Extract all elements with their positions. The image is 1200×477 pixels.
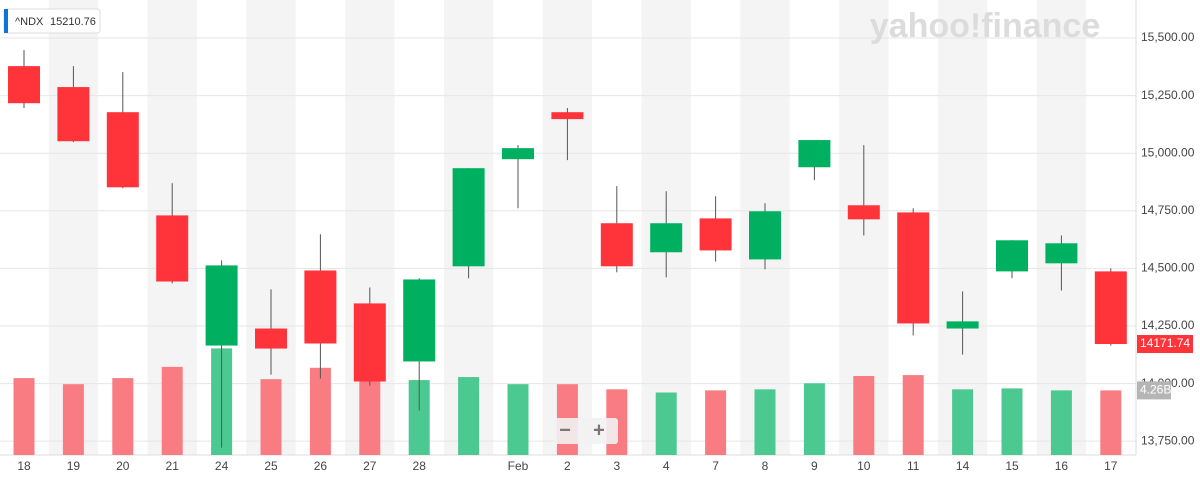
x-tick-label: 28 xyxy=(413,459,427,473)
candle-body xyxy=(749,211,781,260)
volume-bar xyxy=(62,384,84,455)
x-tick-label: 8 xyxy=(762,459,769,473)
x-tick-label: 2 xyxy=(564,459,571,473)
watermark: yahoo!finance xyxy=(870,7,1100,45)
volume-bar xyxy=(309,367,331,455)
zoom-in-button[interactable]: + xyxy=(593,419,605,441)
volume-bar xyxy=(161,366,183,455)
x-tick-label: 20 xyxy=(116,459,130,473)
x-tick-label: 26 xyxy=(314,459,328,473)
column-band xyxy=(937,0,988,455)
candle-body xyxy=(798,140,831,168)
volume-bar xyxy=(408,380,430,455)
candle-body xyxy=(57,87,90,142)
candle-body xyxy=(452,168,485,267)
candle-body xyxy=(353,303,386,382)
x-tick-label: 21 xyxy=(166,459,180,473)
x-tick-label: 4 xyxy=(663,459,670,473)
x-tick-label: 14 xyxy=(956,459,970,473)
candle-body xyxy=(1094,271,1127,345)
x-tick-label: 18 xyxy=(17,459,31,473)
candle-body xyxy=(156,215,189,282)
y-tick-label: 14,250.00 xyxy=(1141,318,1195,332)
candle-body xyxy=(600,223,633,267)
column-band xyxy=(542,0,593,455)
x-tick-label: 16 xyxy=(1055,459,1069,473)
candle-body xyxy=(551,112,584,120)
volume-bar xyxy=(13,378,35,455)
volume-bar xyxy=(853,375,875,455)
candle-body xyxy=(205,265,238,346)
candle-body xyxy=(699,218,732,251)
x-tick-label: 19 xyxy=(67,459,81,473)
x-tick-label: 9 xyxy=(811,459,818,473)
volume-bar xyxy=(754,389,776,455)
y-tick-label: 15,000.00 xyxy=(1141,145,1195,159)
x-tick-label: 15 xyxy=(1005,459,1019,473)
plot xyxy=(8,49,1127,455)
x-tick-label: 10 xyxy=(857,459,871,473)
volume-bar xyxy=(803,383,825,455)
volume-bar xyxy=(260,379,282,455)
volume-bar xyxy=(359,377,381,455)
volume-bar xyxy=(112,378,134,455)
x-tick-label: 7 xyxy=(712,459,719,473)
volume-bar xyxy=(902,375,924,455)
volume-bar xyxy=(1100,390,1122,455)
ticker-price: 15210.76 xyxy=(50,16,96,28)
x-tick-label: 27 xyxy=(363,459,377,473)
ticker-accent xyxy=(4,9,8,33)
x-tick-label: Feb xyxy=(508,459,529,473)
zoom-out-button[interactable]: − xyxy=(559,419,571,441)
y-tick-label: 14,500.00 xyxy=(1141,261,1195,275)
column-band xyxy=(1036,0,1087,455)
candle-body xyxy=(1045,243,1078,264)
y-tick-label: 15,500.00 xyxy=(1141,30,1195,44)
volume-marker-label: 4.26B xyxy=(1140,383,1171,397)
volume-bar xyxy=(1050,390,1072,455)
volume-bar xyxy=(705,390,727,455)
x-tick-label: 17 xyxy=(1104,459,1118,473)
ticker-symbol: ^NDX xyxy=(15,16,44,28)
volume-marker-box xyxy=(1137,381,1171,400)
candle-body xyxy=(403,279,436,362)
candle-body xyxy=(304,270,337,344)
volume-bar xyxy=(1001,388,1023,455)
candle-body xyxy=(996,240,1028,272)
candle-body xyxy=(502,148,534,160)
y-tick-label: 15,250.00 xyxy=(1141,88,1195,102)
candle-body xyxy=(946,321,979,329)
x-tick-label: 3 xyxy=(613,459,620,473)
y-tick-label: 13,750.00 xyxy=(1141,433,1195,447)
candle-body xyxy=(650,223,683,253)
y-tick-label: 14,750.00 xyxy=(1141,203,1195,217)
x-tick-label: 24 xyxy=(215,459,229,473)
candle-body xyxy=(8,66,40,104)
candle-body xyxy=(106,112,139,188)
candle-body xyxy=(847,205,880,220)
candle-body xyxy=(255,328,287,349)
candle-body xyxy=(897,212,930,324)
zoom-controls xyxy=(554,418,618,444)
volume-bar xyxy=(458,377,480,455)
volume-bar xyxy=(952,389,974,455)
volume-bar xyxy=(507,384,529,455)
x-tick-label: 25 xyxy=(264,459,278,473)
volume-bar xyxy=(655,392,677,455)
last-price-box xyxy=(1137,335,1193,354)
last-price-label: 14171.74 xyxy=(1140,336,1190,350)
x-tick-label: 11 xyxy=(907,459,920,473)
